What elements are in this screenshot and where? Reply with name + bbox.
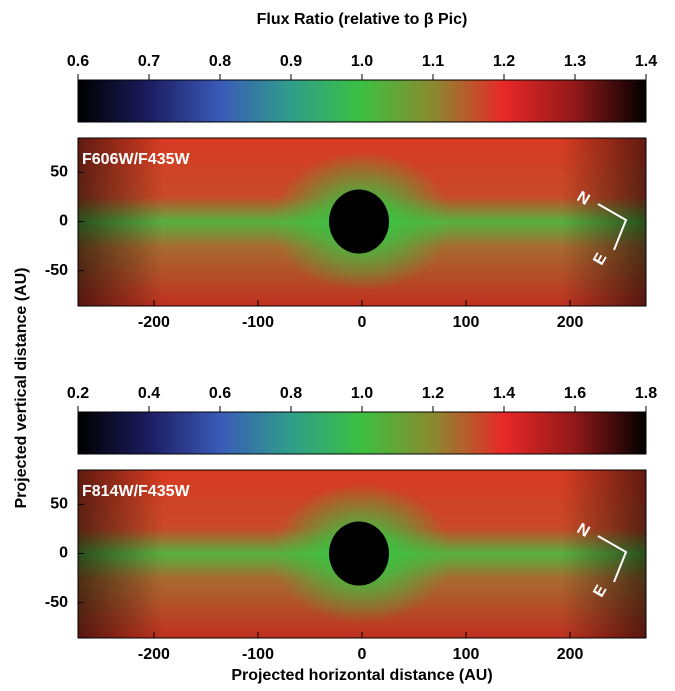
image-mask (329, 189, 389, 254)
image-mask (329, 521, 389, 586)
colorbar-tick-label: 0.9 (280, 53, 302, 70)
colorbar-tick-label: 1.2 (493, 53, 515, 70)
compass-arrows (597, 535, 628, 583)
panel-label: F814W/F435W (82, 483, 190, 500)
colorbar-tick-label: 1.8 (635, 385, 657, 402)
x-axis-label: Projected horizontal distance (AU) (231, 667, 492, 684)
colorbar-tick-label: 0.2 (67, 385, 89, 402)
colorbar-tick-label: 0.6 (67, 53, 89, 70)
y-tick-label: 50 (50, 496, 68, 513)
compass-arrows (597, 203, 628, 251)
x-tick-label: 200 (557, 646, 584, 663)
colorbar-tick-label: 1.4 (493, 385, 515, 402)
y-tick-label: -50 (45, 594, 68, 611)
colorbar-tick-label: 1.3 (564, 53, 586, 70)
x-tick-label: 0 (358, 646, 367, 663)
x-tick-label: 100 (453, 646, 480, 663)
y-tick-label: 0 (59, 545, 68, 562)
y-tick-label: -50 (45, 262, 68, 279)
colorbar-title: Flux Ratio (relative to β Pic) (257, 11, 468, 28)
colorbar-tick-label: 0.4 (138, 385, 160, 402)
y-tick-label: 50 (50, 164, 68, 181)
colorbar-tick-label: 0.7 (138, 53, 160, 70)
x-tick-label: -200 (138, 646, 170, 663)
x-tick-label: -100 (242, 314, 274, 331)
colorbar-tick-label: 0.6 (209, 385, 231, 402)
colorbar (77, 79, 647, 123)
colorbar-tick-label: 1.4 (635, 53, 657, 70)
y-axis-label: Projected vertical distance (AU) (13, 268, 30, 509)
colorbar-tick-label: 1.6 (564, 385, 586, 402)
colorbar (77, 411, 647, 455)
colorbar-tick-label: 1.2 (422, 385, 444, 402)
x-tick-label: -200 (138, 314, 170, 331)
colorbar-tick-label: 1.0 (351, 53, 373, 70)
x-tick-label: 100 (453, 314, 480, 331)
y-tick-label: 0 (59, 213, 68, 230)
x-tick-label: -100 (242, 646, 274, 663)
x-tick-label: 0 (358, 314, 367, 331)
x-tick-label: 200 (557, 314, 584, 331)
panel-label: F606W/F435W (82, 151, 190, 168)
colorbar-tick-label: 1.0 (351, 385, 373, 402)
colorbar-tick-label: 0.8 (280, 385, 302, 402)
colorbar-tick-label: 0.8 (209, 53, 231, 70)
colorbar-tick-label: 1.1 (422, 53, 444, 70)
